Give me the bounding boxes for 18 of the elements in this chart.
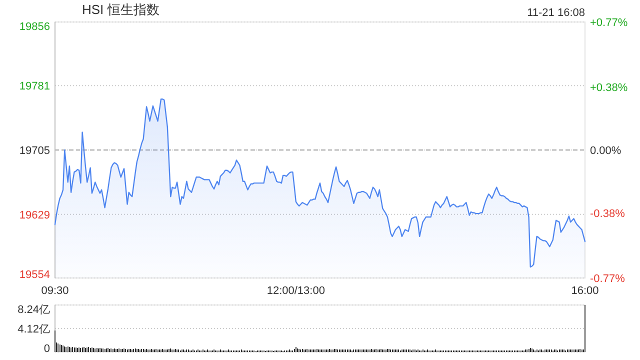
y-tick-label: 19554 [19, 269, 50, 281]
y2-tick-label: -0.77% [590, 273, 626, 285]
x-tick-label: 16:00 [571, 285, 599, 297]
y-tick-label: 8.24亿 [18, 304, 50, 316]
y-tick-label: 0 [44, 343, 50, 355]
y2-tick-label: 0.00% [590, 145, 622, 157]
y2-tick-label: -0.38% [590, 208, 626, 220]
y-tick-label: 4.12亿 [18, 324, 50, 336]
y-tick-label: 19781 [19, 80, 50, 93]
x-tick-label: 12:00/13:00 [266, 285, 325, 297]
y-tick-label: 19705 [19, 145, 50, 157]
chart-subtitle: 11-21 16:08 [527, 7, 585, 19]
y-tick-label: 19629 [19, 209, 50, 222]
x-tick-label: 09:30 [41, 285, 69, 297]
y2-tick-label: +0.77% [590, 17, 628, 29]
chart-title: HSI 恒生指数 [82, 2, 160, 17]
y2-tick-label: +0.38% [590, 82, 628, 94]
y-tick-label: 19856 [19, 21, 50, 33]
